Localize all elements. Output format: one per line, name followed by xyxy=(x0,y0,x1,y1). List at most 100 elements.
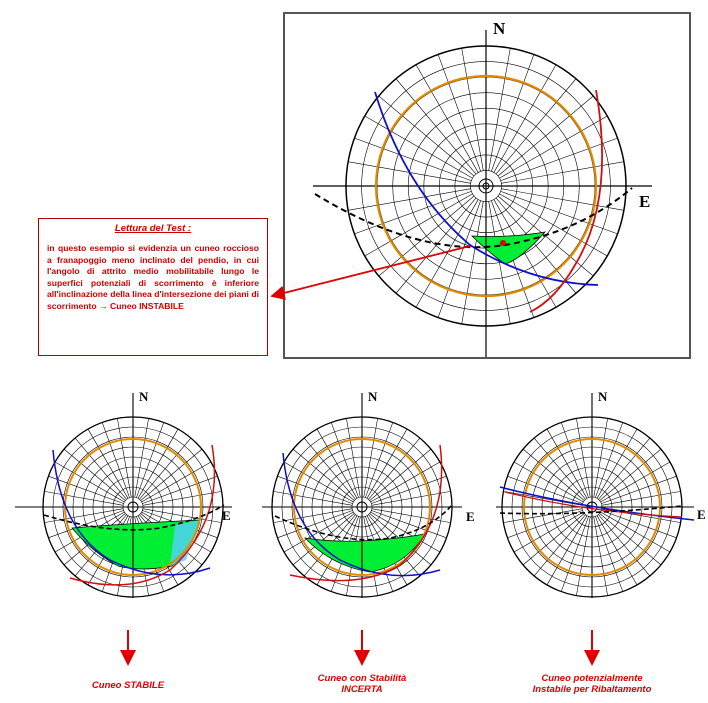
grid-radial-line xyxy=(134,418,149,498)
grid-radial-line xyxy=(277,510,353,539)
caption-line: Cuneo STABILE xyxy=(91,680,165,691)
grid-radial-line xyxy=(495,78,577,175)
grid-radial-line xyxy=(601,475,677,504)
caption-line: Instabile per Ribaltamento xyxy=(532,684,652,695)
grid-radial-line xyxy=(560,516,589,592)
note-pointer-arrow xyxy=(270,245,471,300)
grid-radial-line xyxy=(595,516,624,592)
north-label: N xyxy=(493,19,506,38)
grid-radial-line xyxy=(142,491,222,506)
north-label: N xyxy=(139,389,149,404)
grid-radial-line xyxy=(368,437,421,500)
plane-a-great-circle xyxy=(374,91,599,286)
caption-line: Cuneo potenzialmente xyxy=(541,673,643,684)
main-stereonet: N E xyxy=(313,19,652,357)
grid-radial-line xyxy=(500,137,618,182)
grid-radial-line xyxy=(136,422,165,498)
plane-b-great-circle xyxy=(504,491,683,518)
grid-radial-line xyxy=(501,188,624,211)
grid-radial-line xyxy=(74,437,127,500)
grid-radial-line xyxy=(371,510,447,539)
grid-radial-line xyxy=(576,516,591,596)
grid-radial-line xyxy=(461,201,484,324)
grid-radial-line xyxy=(366,428,408,499)
grid-radial-line xyxy=(378,95,475,177)
grid-radial-line xyxy=(493,199,557,308)
grid-radial-line xyxy=(273,491,353,506)
east-label: E xyxy=(222,508,231,523)
grid-radial-line xyxy=(44,491,124,506)
grid-radial-line xyxy=(493,64,557,173)
grid-radial-line xyxy=(54,461,125,503)
plane-b-great-circle xyxy=(289,444,443,582)
grid-radial-line xyxy=(546,428,588,499)
caption-line: INCERTA xyxy=(341,684,383,695)
grid-radial-line xyxy=(365,422,394,498)
grid-radial-line xyxy=(364,193,473,257)
grid-radial-line xyxy=(277,475,353,504)
plane-a-great-circle xyxy=(499,486,695,521)
grid-radial-line xyxy=(369,448,432,501)
caption-line: Cuneo con Stabilità xyxy=(317,673,407,684)
grid-radial-line xyxy=(283,461,354,503)
grid-radial-line xyxy=(101,422,130,498)
grid-radial-line xyxy=(596,515,638,586)
grid-radial-line xyxy=(546,515,588,586)
friction-circle xyxy=(64,438,202,576)
friction-circle xyxy=(523,438,661,576)
grid-radial-line xyxy=(499,193,608,257)
grid-radial-line xyxy=(576,418,591,498)
stereonet-toppling: N E xyxy=(496,389,706,598)
grid-radial-line xyxy=(600,461,671,503)
caption-uncertain: Cuneo con Stabilità INCERTA xyxy=(292,673,432,695)
grid-radial-line xyxy=(499,115,608,179)
grid-radial-line xyxy=(395,78,477,175)
note-title: Lettura del Test : xyxy=(114,223,192,234)
grid-radial-line xyxy=(601,491,681,506)
plane-b-great-circle xyxy=(529,89,603,313)
grid-radial-line xyxy=(595,422,624,498)
grid-radial-line xyxy=(330,422,359,498)
intersection-point xyxy=(500,240,506,246)
grid-radial-line xyxy=(283,511,354,553)
main-net-frame xyxy=(283,12,691,359)
grid-radial-line xyxy=(522,513,585,566)
north-label: N xyxy=(368,389,378,404)
grid-radial-line xyxy=(87,428,129,499)
grid-radial-line xyxy=(593,516,608,596)
wedge-instability-area xyxy=(304,533,426,573)
note-body: in questo esempio si evidenzia un cuneo … xyxy=(47,243,259,311)
slope-face-great-circle xyxy=(43,504,225,531)
wedge-sky-area xyxy=(170,520,200,566)
grid-radial-line xyxy=(593,418,608,498)
grid-radial-line xyxy=(598,514,651,577)
grid-radial-line xyxy=(513,511,584,553)
grid-radial-line xyxy=(507,475,583,504)
grid-radial-line xyxy=(292,448,355,501)
grid-radial-line xyxy=(600,511,671,553)
grid-radial-line xyxy=(371,491,451,506)
grid-radial-line xyxy=(500,190,618,235)
stereonet-uncertain: N E xyxy=(262,389,475,598)
grid-radial-line xyxy=(117,418,132,498)
east-label: E xyxy=(697,507,706,522)
grid-radial-line xyxy=(370,511,441,553)
grid-radial-line xyxy=(354,190,472,235)
grid-radial-line xyxy=(364,115,473,179)
grid-radial-line xyxy=(599,448,662,501)
grid-radial-line xyxy=(141,461,212,503)
grid-radial-line xyxy=(348,188,471,211)
grid-radial-line xyxy=(490,54,535,172)
grid-radial-line xyxy=(488,201,511,324)
grid-radial-line xyxy=(497,95,594,177)
plane-a-great-circle xyxy=(52,449,211,576)
grid-radial-line xyxy=(533,437,586,500)
grid-radial-line xyxy=(142,508,222,523)
grid-radial-line xyxy=(44,508,124,523)
grid-radial-line xyxy=(139,437,192,500)
east-label: E xyxy=(466,509,475,524)
friction-circle xyxy=(293,438,431,576)
test-reading-note: Lettura del Test : in questo esempio si … xyxy=(38,218,268,356)
slope-face-great-circle xyxy=(499,505,683,515)
grid-radial-line xyxy=(140,448,203,501)
